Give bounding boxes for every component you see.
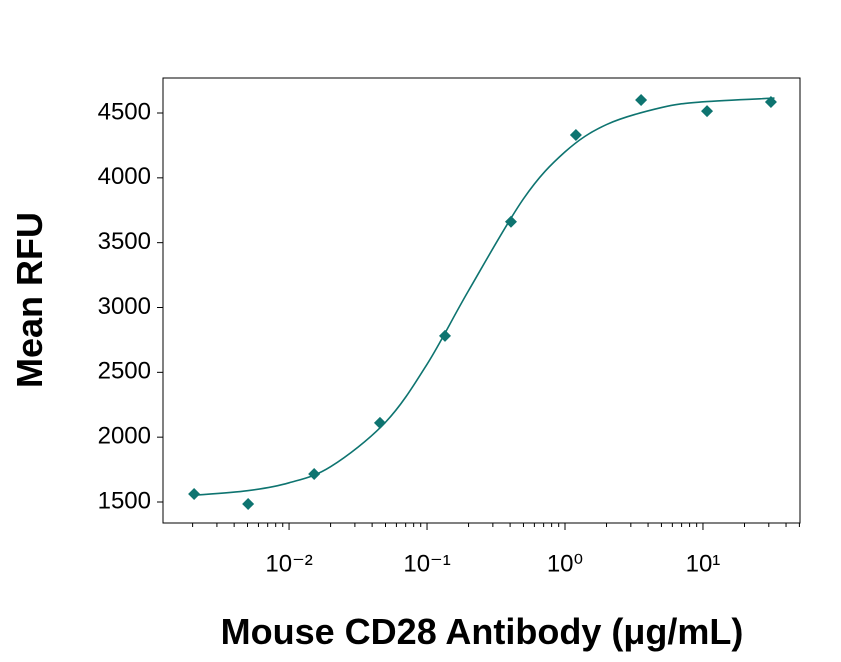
x-tick-label: 10¹ <box>686 550 721 577</box>
data-point <box>373 416 386 429</box>
y-tick-label: 2000 <box>98 423 151 450</box>
data-point <box>439 329 452 342</box>
data-point <box>635 94 648 107</box>
data-point <box>188 487 201 500</box>
data-point <box>242 497 255 510</box>
y-tick-label: 3500 <box>98 228 151 255</box>
y-tick-label: 2500 <box>98 358 151 385</box>
x-tick-label: 10⁻¹ <box>403 550 450 577</box>
x-tick-label: 10⁰ <box>547 550 583 577</box>
x-axis-title: Mouse CD28 Antibody (μg/mL) <box>221 611 744 652</box>
y-tick-label: 4000 <box>98 163 151 190</box>
data-point <box>308 467 321 480</box>
fit-curve <box>192 97 775 497</box>
data-point <box>504 215 517 228</box>
data-point <box>701 105 714 118</box>
y-tick-label: 1500 <box>98 487 151 514</box>
y-tick-label: 4500 <box>98 98 151 125</box>
x-tick-label: 10⁻² <box>265 550 312 577</box>
data-point <box>764 95 777 108</box>
y-tick-label: 3000 <box>98 293 151 320</box>
plot-frame <box>162 77 801 524</box>
data-point <box>569 129 582 142</box>
y-axis-title: Mean RFU <box>9 212 50 388</box>
